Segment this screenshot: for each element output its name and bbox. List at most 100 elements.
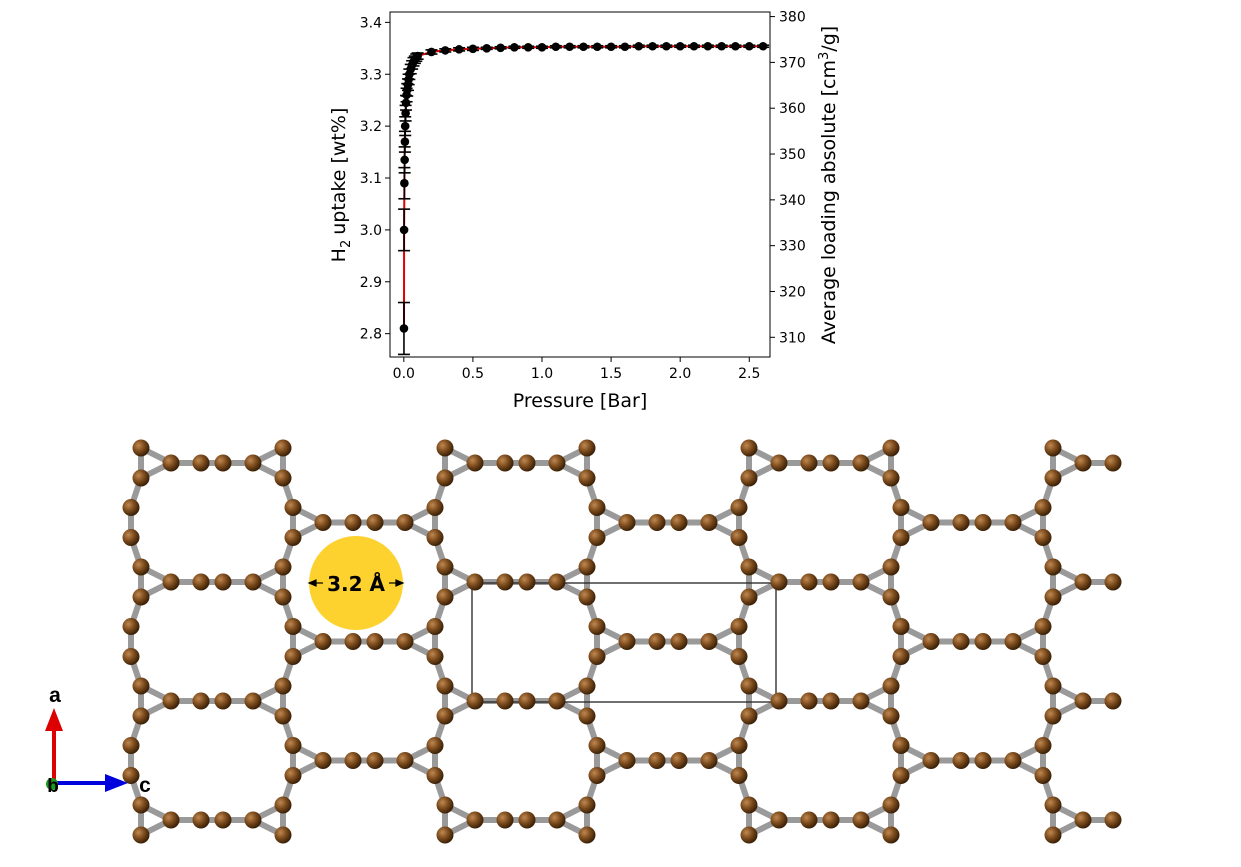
data-point	[537, 42, 547, 52]
atom	[730, 648, 748, 665]
y-tick-label-3: 3.1	[360, 171, 382, 187]
atom	[770, 692, 788, 710]
atom	[578, 469, 596, 487]
y2-tick-label-1: 320	[779, 284, 806, 300]
atom	[822, 811, 840, 829]
atom	[274, 707, 292, 725]
atom	[344, 514, 362, 531]
atom	[1034, 648, 1052, 665]
atom	[892, 618, 910, 635]
x-tick-label-3: 1.5	[600, 366, 622, 382]
atom	[882, 707, 900, 725]
axis-c-arrowhead	[105, 774, 128, 792]
axis-a-label: a	[49, 684, 61, 707]
atom	[740, 707, 758, 725]
atom	[366, 514, 384, 531]
data-series	[397, 41, 770, 356]
atom	[588, 648, 606, 665]
atom	[588, 737, 606, 754]
atom	[1004, 752, 1022, 769]
y-axis-label-prefix: H	[328, 248, 350, 262]
atom	[1074, 573, 1092, 591]
atom	[578, 796, 596, 814]
atom	[882, 796, 900, 814]
y-axis-label: H2 uptake [wt%]	[328, 108, 354, 263]
atom	[548, 692, 566, 710]
axis-c-label: c	[139, 774, 151, 797]
atom	[740, 826, 758, 844]
atom	[466, 811, 484, 829]
atom	[730, 499, 748, 516]
atom	[578, 439, 596, 457]
atom	[588, 499, 606, 516]
y2-tick-label-4: 350	[779, 147, 806, 163]
atom	[882, 469, 900, 487]
atom	[974, 633, 992, 650]
data-point	[648, 41, 657, 51]
atom	[1034, 499, 1052, 516]
y-axis-label-main: uptake [wt%]	[328, 108, 350, 235]
atom	[700, 514, 718, 531]
atom	[922, 514, 940, 531]
atom	[496, 811, 514, 829]
atom	[426, 499, 444, 516]
atom	[518, 811, 536, 829]
atom	[700, 752, 718, 769]
axis-b-label: b	[47, 776, 59, 797]
atom	[952, 514, 970, 531]
data-point	[689, 41, 699, 51]
x-tick-label-0: 0.0	[393, 366, 415, 382]
atom	[284, 529, 302, 546]
atom	[366, 633, 384, 650]
data-point	[592, 42, 602, 52]
atom	[396, 633, 414, 650]
atom	[426, 618, 444, 635]
data-point	[454, 45, 464, 54]
atom	[578, 588, 596, 606]
atom	[882, 558, 900, 576]
atom	[396, 752, 414, 769]
atom	[122, 529, 140, 546]
atom	[618, 752, 636, 769]
atom	[344, 752, 362, 769]
atom	[1034, 767, 1052, 784]
atom	[132, 588, 150, 606]
atom	[1044, 707, 1062, 725]
atom	[740, 677, 758, 695]
axis-a-arrowhead	[45, 708, 63, 731]
atom	[274, 558, 292, 576]
y2-tick-label-6: 370	[779, 55, 806, 71]
atom	[670, 752, 688, 769]
atom	[740, 588, 758, 606]
atom	[578, 677, 596, 695]
atom	[214, 573, 232, 591]
atom	[496, 573, 514, 591]
y-tick-label-6: 3.4	[360, 15, 382, 31]
x-tick-label-2: 1.0	[531, 366, 553, 382]
atom	[892, 648, 910, 665]
y-tick-label-1: 2.9	[360, 275, 382, 291]
atom	[1044, 796, 1062, 814]
y2-tick-label-7: 380	[779, 10, 806, 26]
atom	[1044, 588, 1062, 606]
atom	[436, 469, 454, 487]
y2-axis-label-main: Average loading absolute [cm	[818, 60, 840, 344]
axis-b-marker	[46, 778, 58, 790]
atom	[214, 811, 232, 829]
data-point	[758, 41, 768, 51]
unit-cell	[471, 582, 777, 703]
atom	[1034, 737, 1052, 754]
atom	[436, 707, 454, 725]
data-point	[440, 46, 450, 55]
atom	[770, 573, 788, 591]
y-axis-ticks: 2.8 2.9 3.0 3.1 3.2 3.3 3.4	[360, 15, 390, 343]
atom	[648, 752, 666, 769]
atom	[132, 439, 150, 457]
atom	[892, 529, 910, 546]
atom	[1044, 439, 1062, 457]
atom	[162, 454, 180, 472]
data-point	[731, 41, 740, 51]
atom	[496, 692, 514, 710]
atom	[284, 499, 302, 516]
